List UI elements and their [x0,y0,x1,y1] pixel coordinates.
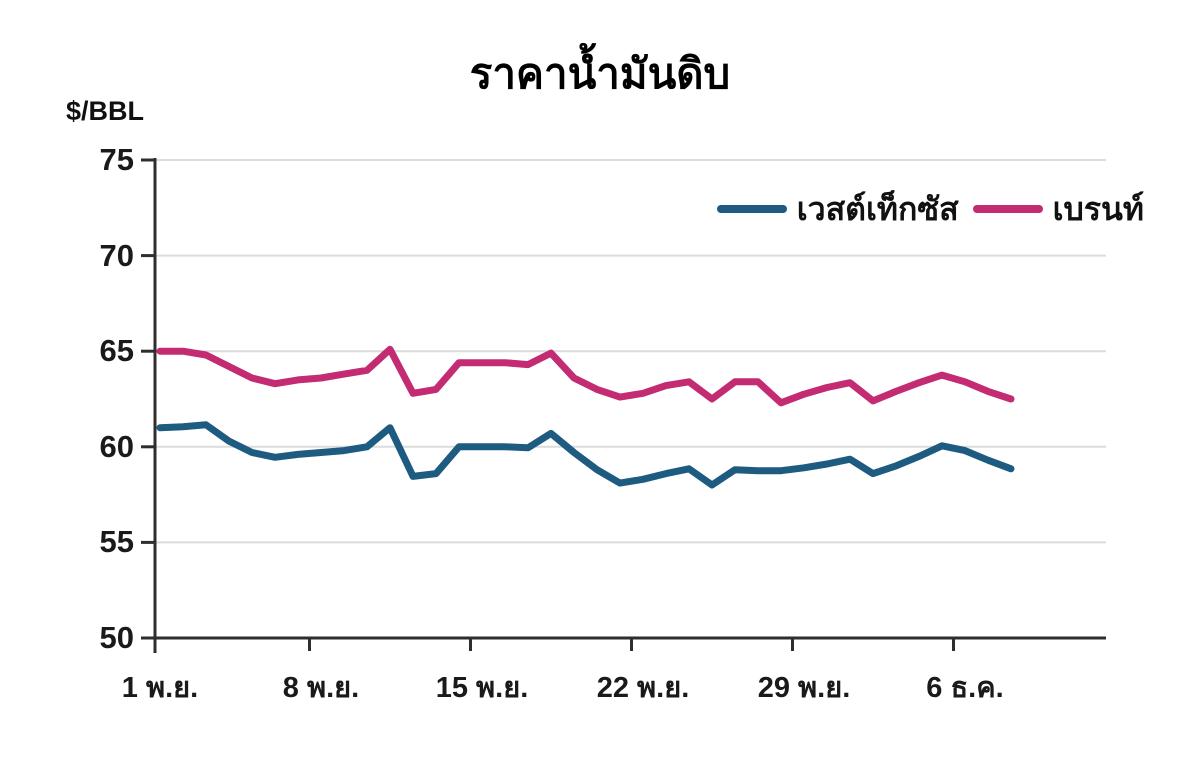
legend-item-west-texas: เวสต์เท็กซัส [716,186,959,232]
series-line [156,421,1015,489]
legend-label-brent: เบรนท์ [1052,191,1144,227]
y-axis-unit-label: $/BBL [66,96,145,126]
y-tick-label: 50 [99,620,134,655]
x-tick-label: 15 พ.ย. [435,672,529,704]
x-tick-label: 8 พ.ย. [282,672,360,704]
y-tick-label: 55 [99,524,134,559]
x-tick-label: 22 พ.ย. [596,672,690,704]
y-tick-label: 75 [99,142,134,177]
west-texas-line-swatch-icon [716,205,787,213]
y-tick-label: 60 [99,429,134,464]
chart-title: ราคาน้ำมันดิบ [469,50,731,97]
y-tick-label: 70 [99,238,134,273]
legend-label-west-texas: เวสต์เท็กซัส [796,191,959,227]
series-line [156,345,1015,407]
x-tick-label: 1 พ.ย. [121,672,199,704]
legend: เวสต์เท็กซัส เบรนท์ [716,186,1144,232]
brent-line-swatch-icon [972,205,1043,213]
x-tick-label: 29 พ.ย. [757,672,851,704]
legend-item-brent: เบรนท์ [972,186,1144,232]
x-tick-label: 6 ธ.ค. [926,672,1004,704]
y-tick-label: 65 [99,333,134,368]
